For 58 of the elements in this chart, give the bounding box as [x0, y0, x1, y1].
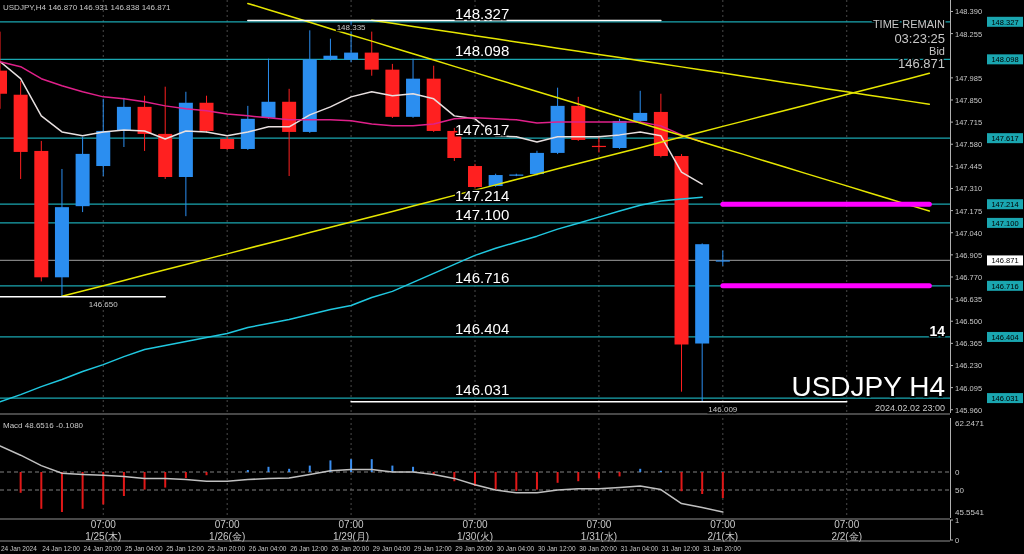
chart-title: USDJPY,H4 146.870 146.931 146.838 146.871 [3, 3, 172, 12]
bar [639, 468, 642, 472]
bar [102, 472, 105, 505]
bar [308, 465, 311, 472]
text: 50 [955, 486, 965, 495]
bar [122, 472, 125, 496]
bar [40, 472, 43, 509]
candlestick [364, 31, 379, 77]
ref-line-label: 147.214 [455, 187, 510, 205]
x-tick-label: 07:00 1/26(金) [209, 519, 246, 542]
bar [288, 468, 291, 472]
bar [370, 459, 373, 472]
ref-line-label: 146.031 [455, 381, 510, 399]
text: 62.2471 [955, 419, 985, 428]
annotation: Bid [929, 45, 945, 57]
x-tick-label: 07:00 2/2(金) [831, 519, 863, 542]
bar [60, 472, 63, 512]
bar [205, 472, 208, 476]
bar [184, 472, 187, 478]
candlestick [633, 90, 648, 123]
x-tick-label: 07:00 1/31(水) [580, 519, 617, 542]
chart-title: Macd 48.6516 -0.1080 [3, 421, 84, 430]
bar [597, 472, 600, 479]
candlestick [261, 58, 276, 120]
bar [350, 459, 353, 472]
x-tick-label: 07:00 2/1(木) [707, 519, 739, 542]
bar [267, 466, 270, 472]
annotation: 146.650 [88, 299, 119, 309]
ref-line-label: 146.716 [455, 268, 510, 286]
bar [535, 472, 538, 490]
annotation: 14 [929, 323, 946, 339]
bar [577, 472, 580, 482]
candlestick [529, 150, 544, 176]
bar [556, 472, 559, 483]
annotation: USDJPY H4 [791, 371, 945, 402]
ref-line-label: 146.404 [455, 319, 510, 337]
line-series [0, 60, 703, 185]
bar [680, 472, 683, 492]
bar [19, 472, 22, 493]
candlestick [468, 163, 482, 189]
text: 45.5541 [955, 508, 985, 517]
annotation: 03:23:25 [894, 31, 945, 46]
annotation: 2024.02.02 23:00 [874, 403, 945, 413]
annotation: 146.871 [898, 56, 945, 71]
annotation: 146.009 [708, 404, 738, 414]
bar [721, 472, 724, 498]
bar [515, 472, 518, 491]
x-tick-label: 07:00 1/30(火) [456, 519, 494, 542]
bar [143, 472, 146, 490]
ref-line-label: 148.327 [455, 4, 510, 22]
x-tick-label: 07:00 1/29(月) [333, 519, 370, 542]
bar [81, 472, 84, 509]
bar [164, 472, 167, 488]
bar [494, 472, 497, 490]
bar [701, 472, 704, 494]
ref-line-label: 147.100 [455, 205, 510, 223]
x-tick-label: 07:00 1/25(木) [85, 519, 122, 542]
ref-line-label: 148.098 [455, 42, 510, 60]
